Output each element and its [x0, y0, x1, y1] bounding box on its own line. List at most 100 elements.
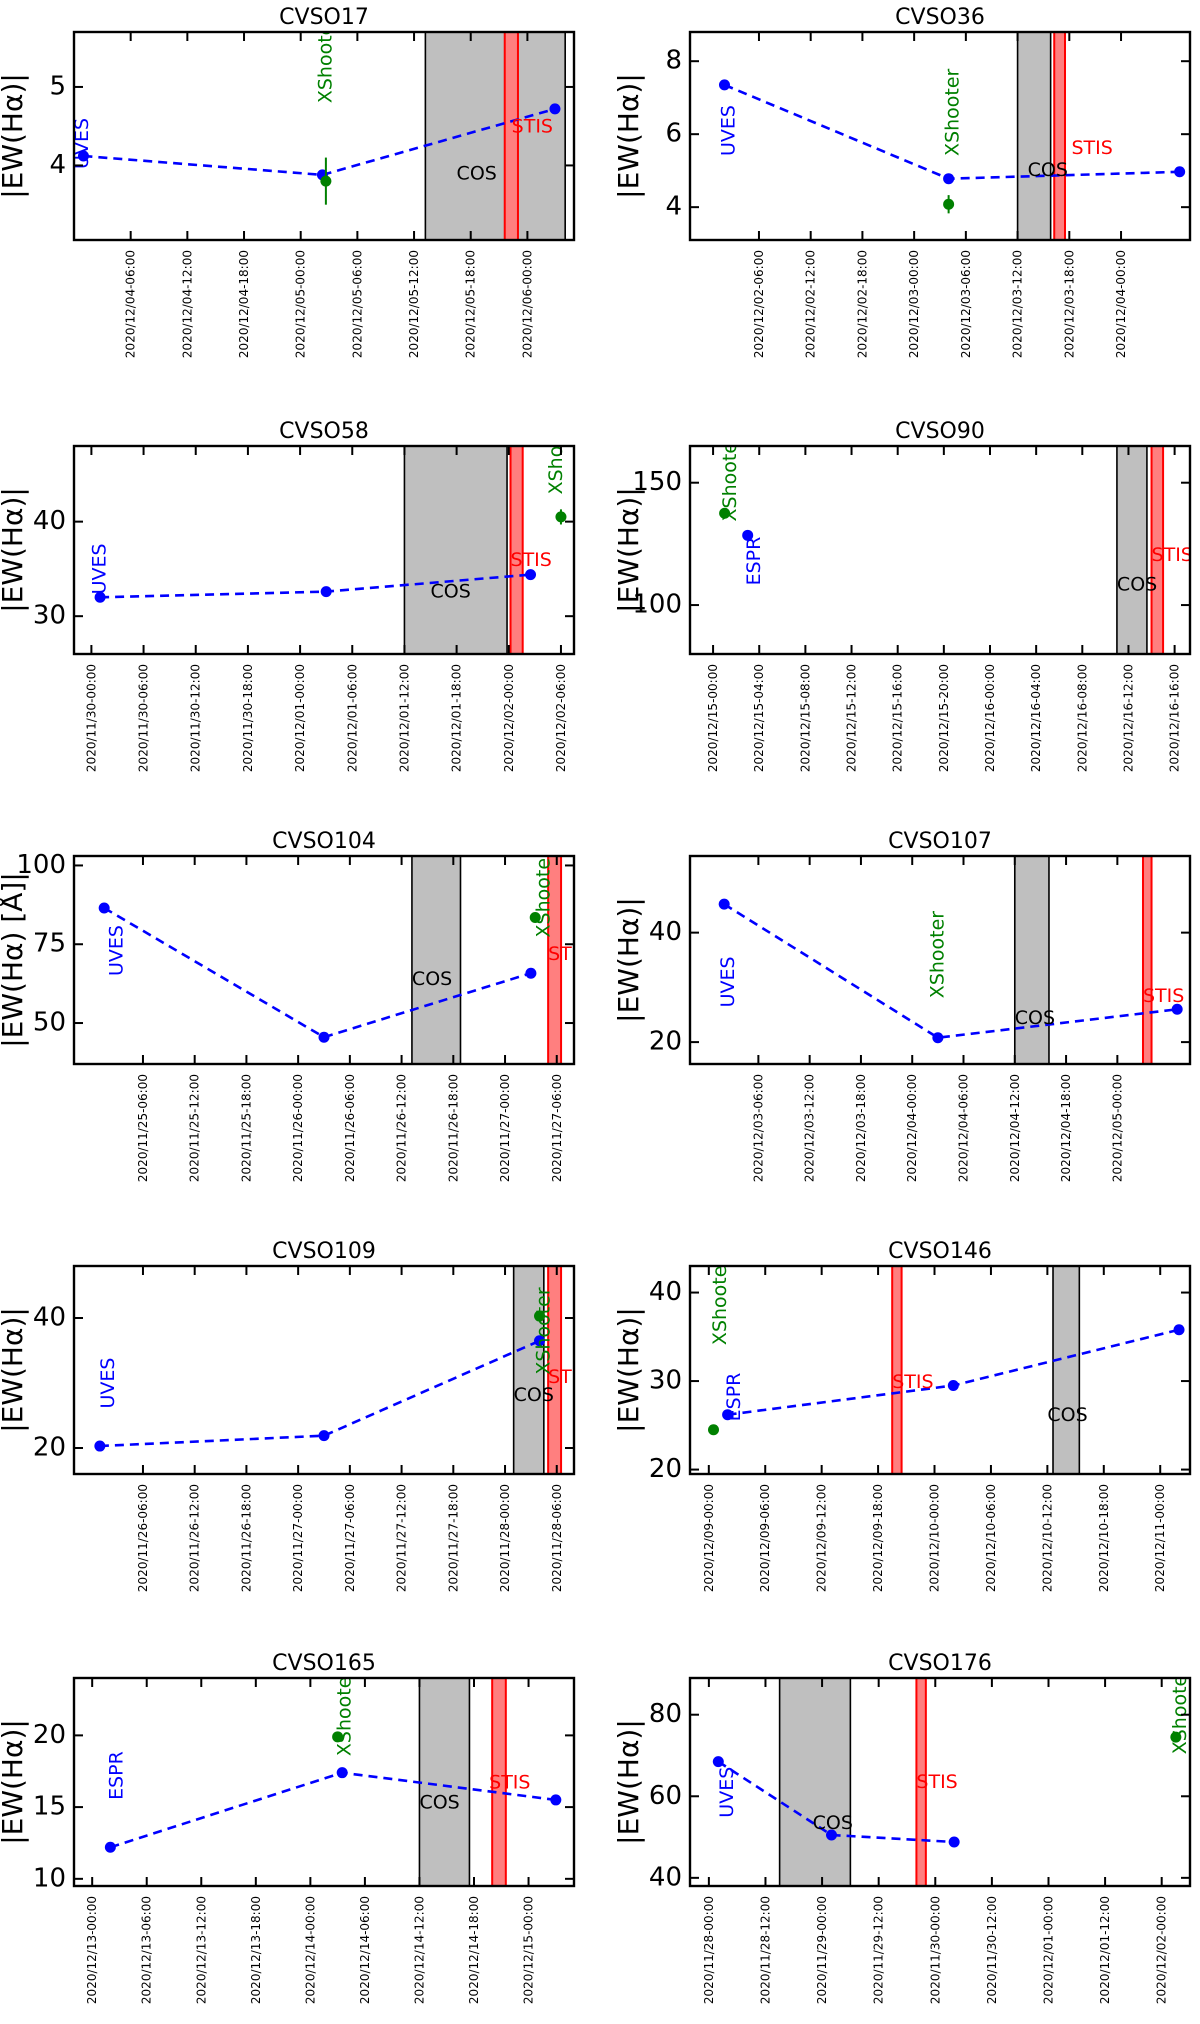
label-espr: ESPR: [723, 1373, 745, 1422]
label-cos: COS: [457, 163, 497, 185]
x-tick-label: 2020/12/11-00:00: [1153, 1484, 1167, 1592]
data-point-uves-espr: [718, 79, 730, 91]
data-point-uves-espr: [318, 1031, 330, 1043]
y-tick-label: 4: [665, 192, 682, 222]
stis-window: [503, 32, 519, 240]
plot-frame: [688, 30, 1192, 242]
label-uves: UVES: [89, 543, 111, 594]
data-point-uves-espr: [712, 1756, 724, 1768]
x-tick-label: 2020/12/01-12:00: [1098, 1896, 1112, 2004]
data-point-xshooter: [1170, 1731, 1182, 1743]
label-espr: ESPR: [743, 537, 765, 586]
x-tick-label: 2020/11/26-06:00: [343, 1074, 357, 1182]
x-tick-label: 2020/11/30-18:00: [241, 664, 255, 772]
x-tick-label: 2020/12/06-00:00: [520, 250, 534, 358]
series-line-uves-espr: [717, 1760, 955, 1844]
chart-title: CVSO146: [888, 1239, 992, 1264]
label-uves: UVES: [717, 105, 739, 156]
label-cos: COS: [514, 1384, 554, 1406]
chart-title: CVSO90: [895, 419, 985, 444]
label-xshooter: XShooter: [719, 434, 741, 522]
data-point-uves-espr: [534, 1335, 546, 1347]
label-stis: STIS: [548, 1366, 589, 1388]
x-tick-label: 2020/12/16-04:00: [1029, 664, 1043, 772]
cos-window: [1116, 446, 1148, 654]
label-stis: STIS: [1071, 137, 1112, 159]
x-tick-label: 2020/12/01-12:00: [397, 664, 411, 772]
panel-cvso176: UVES XShooter COS STIS CVSO176 40 60 80|EW(Hα)|…: [612, 1651, 1192, 2004]
x-tick-label: 2020/12/05-06:00: [350, 250, 364, 358]
label-stis: STIS: [489, 1771, 530, 1793]
chart-title: CVSO36: [895, 5, 985, 30]
x-tick-label: 2020/12/04-18:00: [1059, 1074, 1073, 1182]
data-point-uves-espr: [94, 1440, 106, 1452]
plot-content: XShooter ESPR STIS COS: [708, 1266, 1185, 1474]
x-tick-label: 2020/12/01-18:00: [450, 664, 464, 772]
data-point-uves-espr: [742, 529, 754, 541]
x-tick-label: 2020/12/04-00:00: [1114, 250, 1128, 358]
y-tick-label: 30: [649, 1366, 682, 1396]
data-point-uves-espr: [320, 586, 332, 598]
y-axis-label: |EW(Hα)|: [0, 1719, 29, 1845]
x-tick-label: 2020/12/15-08:00: [798, 664, 812, 772]
stis-window: [547, 1266, 563, 1474]
cos-window: [778, 1678, 852, 1886]
x-tick-label: 2020/12/09-06:00: [758, 1484, 772, 1592]
x-tick-label: 2020/12/15-20:00: [937, 664, 951, 772]
data-point-uves-espr: [1174, 166, 1186, 178]
y-tick-label: 30: [33, 601, 66, 631]
y-tick-label: 40: [649, 1862, 682, 1892]
stis-window: [1141, 856, 1153, 1064]
x-tick-label: 2020/12/16-16:00: [1168, 664, 1182, 772]
y-tick-label: 20: [649, 1454, 682, 1484]
chart-title: CVSO109: [272, 1239, 376, 1264]
label-espr: ESPR: [106, 1751, 128, 1800]
label-stis: STIS: [548, 943, 589, 965]
label-stis: STIS: [1152, 544, 1193, 566]
plot-frame: [688, 1676, 1192, 1888]
x-tick-label: 2020/11/27-12:00: [395, 1484, 409, 1592]
x-tick-label: 2020/12/01-06:00: [345, 664, 359, 772]
x-tick-label: 2020/12/02-00:00: [1155, 1896, 1169, 2004]
plot-content: ESPR XShooter COS STIS: [104, 1678, 562, 1886]
label-cos: COS: [419, 1792, 459, 1814]
data-point-uves-espr: [722, 1409, 734, 1421]
x-tick-label: 2020/12/03-06:00: [751, 1074, 765, 1182]
stis-window: [509, 446, 524, 654]
x-tick-label: 2020/12/03-06:00: [959, 250, 973, 358]
panel-cvso104: UVES XShooter COS STIS CVSO104 50 75 100|EW(Hα)…: [0, 829, 589, 1182]
data-point-xshooter: [719, 507, 731, 519]
x-tick-label: 2020/12/02-18:00: [855, 250, 869, 358]
x-tick-label: 2020/12/01-00:00: [293, 664, 307, 772]
y-axis-label: |EW(Hα)|: [612, 487, 645, 613]
plot-frame: [72, 1676, 576, 1888]
x-tick-label: 2020/11/26-06:00: [136, 1484, 150, 1592]
x-tick-label: 2020/12/10-00:00: [928, 1484, 942, 1592]
x-tick-label: 2020/12/13-00:00: [85, 1896, 99, 2004]
cos-window: [1052, 1266, 1081, 1474]
x-tick-label: 2020/11/28-12:00: [758, 1896, 772, 2004]
stis-window: [491, 1678, 507, 1886]
data-point-xshooter: [708, 1424, 720, 1436]
x-tick-label: 2020/12/05-00:00: [1110, 1074, 1124, 1182]
label-uves: UVES: [106, 925, 128, 976]
y-tick-label: 40: [649, 917, 682, 947]
data-point-xshooter: [534, 1310, 546, 1322]
x-tick-label: 2020/11/28-06:00: [550, 1484, 564, 1592]
data-point-uves-espr: [943, 173, 955, 185]
y-axis-label: |EW(Hα)|: [612, 1307, 645, 1433]
x-tick-label: 2020/12/05-00:00: [294, 250, 308, 358]
chart-title: CVSO17: [279, 5, 369, 30]
stis-window: [915, 1678, 927, 1886]
x-tick-label: 2020/12/01-00:00: [1041, 1896, 1055, 2004]
x-tick-label: 2020/12/04-12:00: [180, 250, 194, 358]
label-xshooter: XShooter: [926, 911, 948, 999]
series-line-uves-espr: [99, 1339, 541, 1448]
x-tick-label: 2020/12/04-06:00: [957, 1074, 971, 1182]
y-axis-label: |EW(Hα)|: [0, 1307, 29, 1433]
